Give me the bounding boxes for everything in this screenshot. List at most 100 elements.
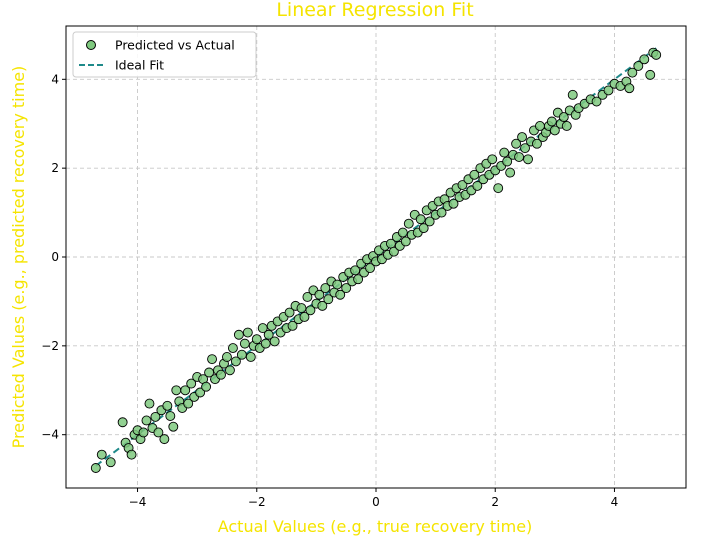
data-point	[183, 398, 194, 409]
data-point	[138, 427, 149, 438]
data-point	[263, 329, 274, 340]
data-point	[150, 411, 161, 422]
data-point	[549, 125, 560, 136]
data-point	[180, 385, 191, 396]
data-point	[487, 154, 498, 165]
data-point	[633, 61, 644, 71]
data-point	[162, 400, 173, 411]
data-point	[365, 263, 375, 274]
x-tick-label: −4	[129, 495, 147, 509]
legend-marker-points	[86, 40, 96, 50]
data-point	[171, 385, 182, 396]
data-point	[299, 312, 310, 322]
data-point	[561, 121, 572, 131]
legend-label-ideal: Ideal Fit	[115, 58, 164, 73]
data-point	[224, 365, 235, 376]
scatter-points	[90, 47, 662, 473]
data-point	[332, 279, 343, 290]
data-point	[558, 112, 569, 123]
data-point	[567, 89, 578, 100]
data-point	[514, 152, 525, 162]
data-point	[511, 138, 522, 149]
y-tick-label: −2	[41, 339, 59, 353]
data-point	[239, 338, 250, 349]
data-point	[505, 167, 516, 178]
data-point	[222, 352, 232, 362]
y-tick-label: 0	[51, 250, 59, 264]
data-point	[314, 289, 325, 300]
data-point	[236, 349, 247, 360]
data-point	[260, 338, 271, 349]
data-point	[591, 96, 602, 107]
data-point	[186, 378, 197, 389]
legend-box	[72, 31, 257, 78]
data-point	[159, 434, 170, 445]
data-point	[165, 411, 176, 421]
y-axis-title: Predicted Values (e.g., predicted recove…	[9, 66, 28, 449]
data-point	[302, 292, 313, 302]
y-tick-label: −4	[41, 428, 59, 442]
data-point	[448, 198, 459, 209]
data-point	[472, 180, 483, 191]
data-point	[418, 223, 429, 234]
data-point	[424, 216, 435, 227]
data-point	[341, 283, 352, 294]
y-tick-label: 4	[51, 72, 59, 86]
data-point	[245, 352, 256, 362]
data-point	[126, 449, 137, 460]
data-point	[397, 227, 408, 238]
data-point	[323, 294, 334, 305]
data-point	[242, 327, 253, 338]
data-point	[469, 169, 480, 180]
data-point	[350, 265, 361, 276]
data-point	[520, 143, 530, 154]
y-axis-ticks: −4 −2 0 2 4	[41, 72, 66, 442]
data-point	[499, 147, 510, 158]
data-point	[233, 329, 244, 340]
data-point	[287, 320, 298, 331]
data-point	[400, 236, 411, 247]
data-point	[90, 463, 101, 473]
data-point	[436, 207, 447, 218]
data-point	[207, 354, 218, 365]
data-point	[403, 218, 414, 229]
data-point	[415, 214, 426, 225]
x-tick-label: −2	[248, 495, 266, 509]
data-point	[257, 323, 268, 334]
chart-title: Linear Regression Fit	[276, 0, 473, 21]
data-point	[230, 356, 241, 367]
legend: Predicted vs Actual Ideal Fit	[72, 31, 257, 78]
ideal-fit-layer	[95, 47, 657, 467]
data-point	[201, 381, 212, 392]
data-point	[117, 417, 128, 428]
data-point	[144, 398, 155, 409]
data-point	[305, 305, 316, 316]
data-point	[546, 116, 557, 127]
data-point	[269, 336, 280, 347]
data-point	[639, 54, 650, 65]
data-point	[457, 180, 468, 190]
data-point	[216, 369, 226, 380]
data-point	[296, 303, 307, 314]
data-point	[168, 421, 179, 432]
data-point	[502, 156, 513, 167]
data-point	[645, 69, 656, 80]
data-point	[284, 307, 295, 318]
data-point	[627, 67, 638, 78]
data-point	[493, 183, 504, 194]
y-tick-label: 2	[51, 161, 59, 175]
data-point	[651, 49, 662, 60]
data-point	[624, 83, 635, 94]
data-point	[227, 343, 238, 354]
x-tick-label: 2	[491, 495, 499, 509]
data-point	[141, 415, 152, 426]
x-axis-title: Actual Values (e.g., true recovery time)	[218, 517, 533, 536]
x-axis-ticks: −4 −2 0 2 4	[129, 488, 619, 509]
data-point	[388, 246, 399, 257]
data-point	[517, 132, 528, 143]
x-tick-label: 4	[611, 495, 619, 509]
data-point	[251, 334, 262, 345]
data-point	[320, 283, 331, 294]
data-point	[532, 138, 542, 149]
